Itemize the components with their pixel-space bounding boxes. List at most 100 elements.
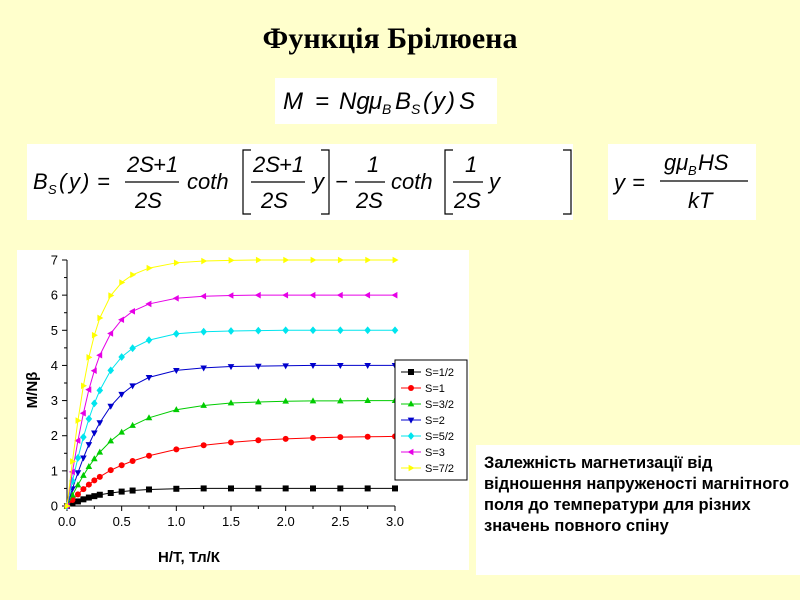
legend-label: S=5/2 [425, 431, 454, 443]
svg-text:2S: 2S [126, 152, 154, 177]
data-point [96, 473, 103, 480]
data-point [310, 256, 317, 264]
data-point [364, 485, 371, 492]
svg-text:y: y [612, 170, 627, 195]
series-line [66, 259, 395, 507]
x-tick-label: 2.5 [331, 514, 349, 529]
data-point [74, 481, 82, 488]
data-point [309, 397, 317, 404]
data-point [200, 365, 207, 372]
data-point [70, 458, 77, 465]
data-point [227, 292, 234, 299]
data-point [91, 430, 98, 437]
data-point [86, 354, 93, 361]
svg-text:=: = [97, 169, 110, 194]
svg-text:M: M [283, 88, 303, 115]
data-point [118, 462, 125, 469]
svg-text:): ) [444, 88, 455, 115]
data-point [118, 428, 125, 435]
svg-text:kT: kT [688, 188, 714, 213]
data-point [91, 331, 98, 339]
legend-item: S=2 [401, 415, 445, 427]
data-point [309, 326, 317, 335]
data-point [310, 434, 316, 441]
data-point [336, 291, 343, 299]
data-point [108, 292, 115, 299]
legend-item: S=3 [401, 447, 445, 459]
data-point [255, 485, 262, 492]
series-6 [63, 291, 398, 510]
data-point [228, 439, 234, 446]
data-point [282, 326, 289, 335]
y-tick-label: 1 [51, 463, 58, 478]
data-point [173, 485, 180, 492]
y-axis-label: M/Nβ [24, 372, 41, 409]
data-point [146, 452, 152, 459]
data-point [96, 386, 104, 395]
data-point [145, 336, 153, 345]
legend-label: S=1 [425, 383, 445, 395]
data-point [79, 409, 86, 417]
data-point [119, 279, 126, 286]
data-point [74, 470, 82, 477]
data-point [255, 363, 262, 370]
data-point [74, 498, 81, 505]
svg-text:y: y [311, 169, 326, 194]
data-point [200, 401, 207, 408]
data-point [129, 383, 136, 390]
data-point [80, 455, 87, 462]
legend-label: S=2 [425, 415, 445, 427]
data-point [255, 398, 262, 405]
data-point [107, 403, 115, 410]
data-point [145, 300, 152, 308]
legend-marker [407, 448, 414, 456]
legend-marker [408, 464, 415, 472]
svg-text:=: = [315, 88, 329, 115]
svg-text:1: 1 [465, 152, 477, 177]
data-point [97, 314, 104, 322]
legend-item: S=7/2 [401, 463, 454, 475]
data-point [365, 256, 372, 264]
brillouin-formula: B S ( y ) = 2S +1 2S coth 2S +1 2S y − 1… [27, 144, 573, 220]
series-line [66, 329, 395, 507]
y-tick-label: 3 [51, 393, 58, 408]
svg-text:B: B [33, 169, 48, 194]
legend-label: S=3/2 [425, 399, 454, 411]
data-point [282, 485, 289, 492]
svg-text:+1: +1 [279, 152, 304, 177]
y-tick-label: 7 [51, 253, 58, 268]
svg-text:B: B [382, 101, 391, 117]
svg-text:y: y [431, 88, 447, 115]
svg-text:2S: 2S [252, 152, 280, 177]
data-point [337, 434, 344, 441]
svg-text:μ: μ [368, 88, 382, 115]
data-point [173, 259, 180, 267]
x-tick-label: 3.0 [386, 514, 404, 529]
data-point [364, 363, 371, 370]
data-point [96, 448, 104, 455]
data-point [85, 481, 92, 488]
svg-text:1: 1 [367, 152, 379, 177]
data-point [391, 326, 399, 335]
data-point [85, 414, 93, 423]
series-line [66, 435, 396, 507]
x-tick-label: 0.5 [113, 514, 131, 529]
legend-marker [407, 400, 415, 407]
data-point [80, 433, 87, 442]
data-point [74, 437, 81, 444]
data-point [227, 399, 235, 406]
argument-formula: y = gμ B HS kT [608, 144, 756, 220]
data-point [91, 455, 98, 462]
data-point [85, 494, 92, 501]
data-point [309, 291, 316, 299]
svg-text:B: B [688, 163, 697, 178]
data-point [80, 486, 87, 493]
legend: S=1/2 S=1 S=3/2 S=2 S=5/2 S=3 S=7/2 [394, 359, 468, 481]
chart-axes: 0.0 0.5 1.0 1.5 2.0 2.5 3.0 0 1 2 3 4 5 6 7 [51, 253, 404, 530]
data-point [283, 256, 290, 264]
data-point [310, 485, 316, 492]
x-tick-label: 0.0 [58, 514, 76, 529]
magnetization-formula-svg: M = Ng μ B B S ( y ) S [283, 88, 475, 117]
svg-text:2S: 2S [355, 188, 383, 213]
